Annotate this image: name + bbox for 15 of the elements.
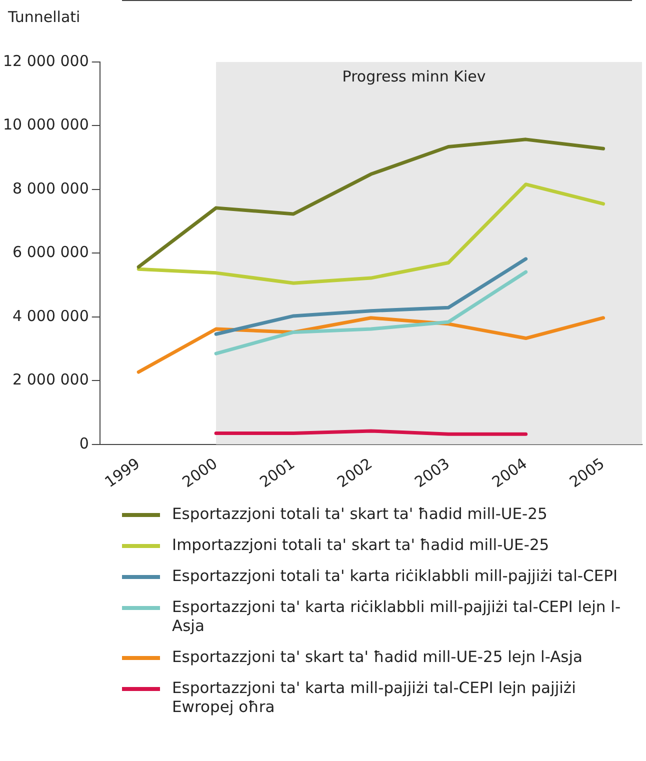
legend-label: Esportazzjoni totali ta' karta riċiklabbli mill-pajjiżi tal-CEPI (172, 567, 618, 586)
legend-label: Esportazzjoni ta' karta riċiklabbli mill-pajjiżi tal-CEPI lejn l-Asja (172, 598, 622, 636)
y-axis-title: Tunnellati (8, 8, 80, 26)
y-tick-label: 4 000 000 (12, 306, 89, 325)
y-tick-label: 8 000 000 (12, 179, 89, 198)
y-tick-label: 10 000 000 (2, 116, 89, 134)
y-tick-label: 2 000 000 (12, 370, 89, 389)
band-label: Progress minn Kiev (342, 67, 486, 86)
legend-label: Importazzjoni totali ta' skart ta' ħadid mill-UE-25 (172, 536, 550, 555)
y-tick-label: 6 000 000 (12, 243, 89, 262)
legend-label: Esportazzjoni totali ta' skart ta' ħadid mill-UE-25 (172, 505, 548, 524)
legend-label: Esportazzjoni ta' skart ta' ħadid mill-UE-25 lejn l-Asja (172, 648, 583, 667)
y-tick-label: 12 000 000 (2, 52, 89, 70)
y-tick-label: 0 (79, 434, 89, 452)
legend-label: Esportazzjoni ta' karta mill-pajjiżi tal-CEPI lejn pajjiżi Ewropej oħra (172, 679, 577, 717)
